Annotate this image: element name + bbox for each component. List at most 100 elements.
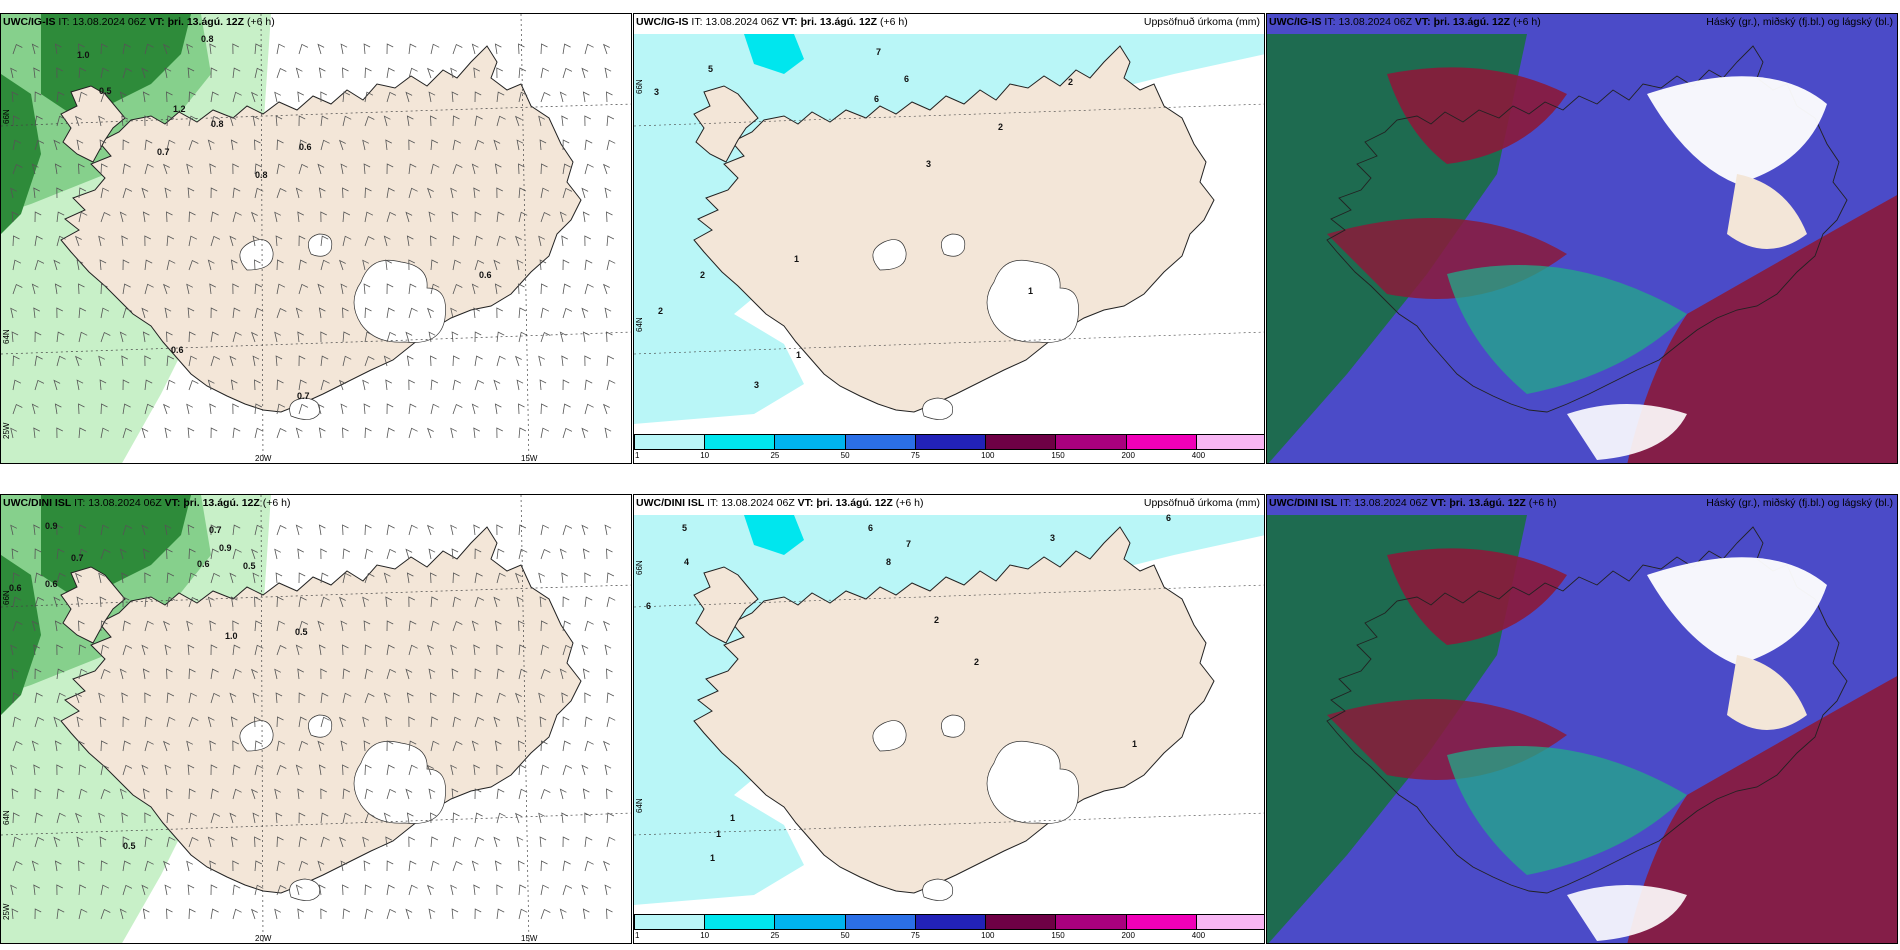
glacier <box>289 397 321 420</box>
wind-barb <box>518 764 527 776</box>
wind-barb <box>562 764 573 776</box>
wind-barb <box>340 163 348 175</box>
wind-barb <box>451 211 459 223</box>
wind-barb <box>430 692 437 704</box>
wind-barb <box>254 524 264 536</box>
wind-barb <box>493 716 501 728</box>
wind-barb <box>430 355 437 367</box>
wind-barb <box>428 788 436 800</box>
wind-value: 0.6 <box>299 142 312 152</box>
wind-barb <box>33 307 40 319</box>
wind-value: 0.6 <box>9 583 22 593</box>
wind-barb <box>11 331 19 343</box>
wind-barb <box>473 524 480 536</box>
wind-barb <box>141 67 149 79</box>
wind-barb <box>12 43 23 55</box>
wind-barb <box>229 235 237 247</box>
wind-barb <box>342 187 349 199</box>
wind-barb <box>210 884 218 896</box>
wind-barb <box>162 283 170 295</box>
wind-barb <box>540 644 550 656</box>
wind-barb <box>562 283 571 295</box>
wind-barb <box>76 716 84 728</box>
wind-barb <box>406 572 414 584</box>
wind-barb <box>275 812 283 824</box>
wind-barb <box>252 812 260 824</box>
wind-barb <box>295 644 303 656</box>
wind-barb <box>518 788 528 800</box>
wind-barb <box>604 524 612 536</box>
wind-barb <box>166 668 173 680</box>
wind-panel-bottom: UWC/DINI ISL IT: 13.08.2024 06Z VT: þri.… <box>0 494 632 944</box>
wind-barb <box>186 740 193 752</box>
wind-barb <box>232 860 239 872</box>
wind-barb <box>210 908 219 920</box>
wind-barb <box>606 211 613 223</box>
wind-barb <box>473 67 480 79</box>
wind-barb <box>538 235 545 247</box>
precip-value: 6 <box>874 94 880 104</box>
wind-barb <box>232 620 239 632</box>
wind-barb <box>188 115 198 127</box>
wind-barb <box>297 91 304 103</box>
wind-barb <box>121 235 128 247</box>
wind-barb <box>606 596 616 608</box>
wind-value: 0.7 <box>209 525 222 535</box>
wind-barb <box>144 115 151 127</box>
wind-barb <box>386 403 394 415</box>
wind-barb <box>317 740 325 752</box>
wind-barb <box>474 235 483 247</box>
wind-barb <box>34 836 45 848</box>
wind-barb <box>99 379 107 391</box>
wind-barb <box>187 67 195 79</box>
wind-barb <box>364 211 374 223</box>
wind-barb <box>254 644 264 656</box>
colorbar-label: 25 <box>770 451 780 460</box>
wind-barb <box>78 548 88 560</box>
lat-tick: 66N <box>2 109 11 124</box>
wind-barb <box>166 716 176 728</box>
wind-barb <box>298 139 307 151</box>
wind-barb <box>584 379 593 391</box>
wind-barb <box>342 67 349 79</box>
wind-barb <box>584 812 591 824</box>
wind-barb <box>430 403 440 415</box>
wind-barb <box>276 620 286 632</box>
wind-barb <box>76 139 84 151</box>
wind-barb <box>450 307 457 319</box>
wind-barb <box>582 788 590 800</box>
wind-barb <box>452 259 462 271</box>
wind-barb <box>142 331 150 343</box>
wind-barb <box>473 884 480 896</box>
lon-tick: 15W <box>521 934 538 943</box>
wind-barb <box>362 139 369 151</box>
wind-barb <box>562 740 571 752</box>
wind-barb <box>426 884 434 896</box>
panel-title: UWC/IG-IS IT: 13.08.2024 06Z VT: þri. 13… <box>3 16 275 28</box>
wind-barb <box>12 355 20 367</box>
wind-barb <box>428 91 436 103</box>
precip-value: 8 <box>886 557 892 567</box>
lon-tick: 20W <box>255 454 272 463</box>
wind-barb <box>166 211 173 223</box>
wind-barb <box>363 740 371 752</box>
wind-barb <box>166 379 176 391</box>
wind-barb <box>56 884 63 896</box>
wind-barb <box>496 331 505 343</box>
wind-barb <box>166 836 176 848</box>
wind-barb <box>514 235 522 247</box>
wind-barb <box>166 548 173 560</box>
wind-barb <box>408 836 415 848</box>
wind-barb <box>56 548 65 560</box>
wind-value: 0.5 <box>243 561 256 571</box>
wind-barb <box>188 572 198 584</box>
wind-barb <box>56 427 63 439</box>
wind-barb <box>362 716 369 728</box>
wind-barb <box>295 427 303 439</box>
wind-barb <box>122 67 133 79</box>
wind-barb <box>362 379 369 391</box>
wind-barb <box>252 235 260 247</box>
wind-barb <box>54 163 62 175</box>
wind-panel-top: UWC/IG-IS IT: 13.08.2024 06Z VT: þri. 13… <box>0 13 632 464</box>
wind-barb <box>518 67 527 79</box>
